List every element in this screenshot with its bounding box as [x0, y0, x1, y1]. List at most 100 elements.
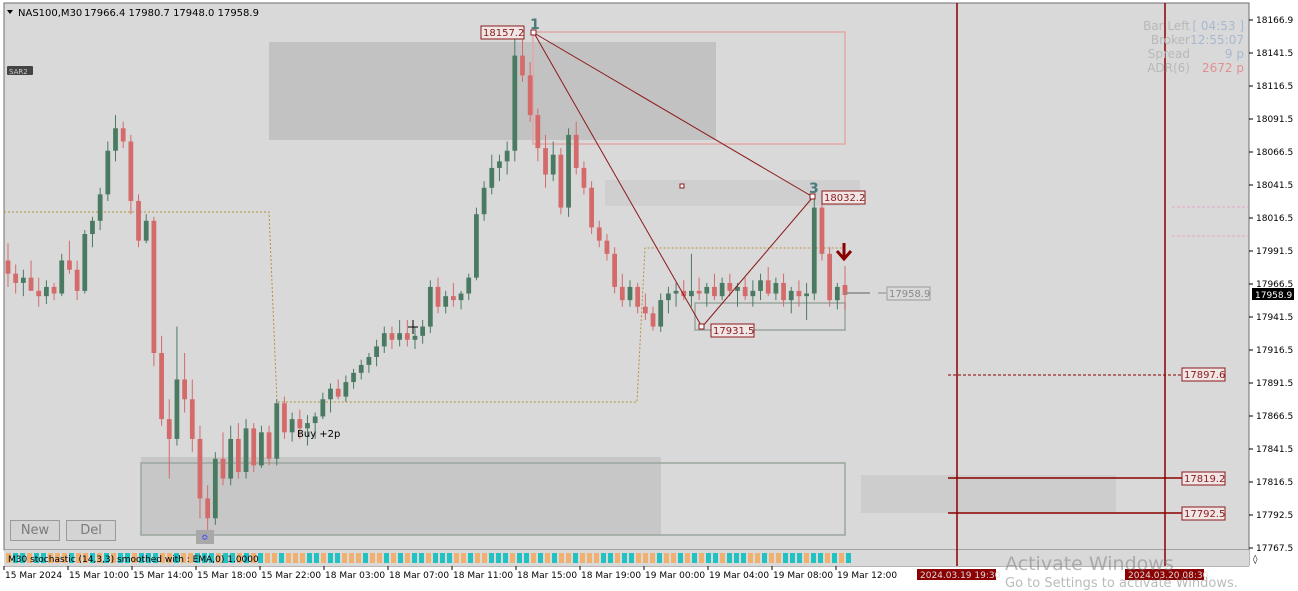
candle[interactable]	[712, 273, 717, 301]
candle[interactable]	[704, 282, 710, 307]
candle[interactable]	[619, 273, 625, 307]
candle[interactable]	[159, 335, 164, 426]
candle[interactable]	[74, 260, 80, 301]
candle[interactable]	[151, 216, 157, 367]
candle[interactable]	[212, 452, 218, 525]
candle[interactable]	[735, 282, 740, 307]
candle[interactable]	[527, 62, 533, 122]
candle[interactable]	[650, 306, 656, 331]
candle[interactable]	[343, 375, 349, 402]
candle[interactable]	[381, 326, 387, 354]
candle[interactable]	[819, 200, 825, 261]
candle[interactable]	[489, 154, 495, 195]
candle[interactable]	[328, 383, 333, 413]
candle[interactable]	[635, 282, 641, 314]
candle[interactable]	[366, 353, 372, 373]
candle[interactable]	[450, 282, 456, 307]
candle[interactable]	[535, 108, 541, 162]
candle[interactable]	[358, 359, 364, 380]
candle[interactable]	[796, 280, 802, 307]
candle[interactable]	[696, 277, 702, 301]
candle[interactable]	[427, 280, 433, 334]
candle[interactable]	[589, 181, 594, 235]
candle[interactable]	[389, 326, 395, 350]
candle[interactable]	[811, 198, 817, 301]
candle[interactable]	[351, 368, 356, 389]
candle[interactable]	[274, 399, 280, 466]
candle[interactable]	[28, 260, 34, 291]
candle[interactable]	[51, 282, 57, 301]
candle[interactable]	[827, 247, 833, 307]
candle[interactable]	[251, 423, 257, 472]
candle[interactable]	[581, 161, 587, 195]
candle[interactable]	[750, 280, 756, 307]
candle[interactable]	[182, 353, 187, 413]
candle[interactable]	[458, 290, 464, 310]
candles[interactable]	[5, 33, 848, 532]
candle[interactable]	[504, 141, 510, 175]
candle[interactable]	[120, 121, 126, 149]
candle[interactable]	[166, 399, 172, 479]
candle[interactable]	[842, 266, 848, 310]
candle[interactable]	[474, 207, 479, 281]
candle[interactable]	[235, 423, 241, 479]
candle[interactable]	[44, 280, 49, 305]
candle[interactable]	[335, 379, 341, 400]
candle[interactable]	[282, 396, 287, 439]
candle[interactable]	[312, 412, 318, 439]
candle[interactable]	[67, 240, 72, 274]
candle[interactable]	[788, 286, 794, 314]
candle[interactable]	[573, 121, 579, 175]
candle[interactable]	[59, 253, 65, 297]
candle[interactable]	[604, 234, 610, 261]
candle[interactable]	[197, 425, 203, 519]
candle[interactable]	[742, 277, 748, 301]
candle[interactable]	[420, 319, 426, 344]
candle[interactable]	[758, 273, 763, 301]
candle[interactable]	[558, 148, 564, 215]
new-button[interactable]: New	[10, 520, 60, 541]
candle[interactable]	[128, 134, 134, 215]
candle[interactable]	[627, 280, 633, 307]
candle[interactable]	[113, 115, 118, 162]
candle[interactable]	[397, 319, 403, 347]
candle[interactable]	[773, 277, 779, 301]
candle[interactable]	[666, 286, 671, 314]
candle[interactable]	[259, 425, 264, 469]
del-button[interactable]: Del	[66, 520, 116, 541]
candle[interactable]	[404, 319, 410, 347]
candle[interactable]	[289, 412, 295, 442]
candle[interactable]	[220, 432, 226, 486]
candle[interactable]	[36, 277, 42, 307]
candle[interactable]	[689, 253, 694, 307]
candle[interactable]	[320, 392, 326, 420]
candle[interactable]	[82, 230, 88, 294]
candle[interactable]	[266, 425, 272, 466]
candle[interactable]	[13, 264, 19, 294]
candle[interactable]	[520, 39, 525, 83]
candle[interactable]	[466, 273, 472, 301]
candle[interactable]	[205, 485, 211, 532]
collapse-icon[interactable]	[7, 10, 13, 14]
candle[interactable]	[658, 293, 664, 332]
candle[interactable]	[374, 339, 379, 367]
candle[interactable]	[804, 282, 809, 320]
candle[interactable]	[174, 326, 180, 446]
candle[interactable]	[512, 33, 518, 162]
candle[interactable]	[550, 141, 556, 182]
candle[interactable]	[97, 187, 103, 231]
candle[interactable]	[412, 326, 418, 350]
candle[interactable]	[20, 269, 26, 297]
candle[interactable]	[228, 425, 234, 486]
candle[interactable]	[90, 216, 95, 248]
candle[interactable]	[5, 243, 11, 287]
candle[interactable]	[566, 128, 571, 217]
candle[interactable]	[143, 214, 149, 244]
candle[interactable]	[719, 277, 725, 301]
candle[interactable]	[834, 282, 840, 310]
candle[interactable]	[243, 419, 249, 479]
candle[interactable]	[189, 379, 195, 453]
candle[interactable]	[727, 273, 733, 297]
candle[interactable]	[612, 247, 618, 294]
